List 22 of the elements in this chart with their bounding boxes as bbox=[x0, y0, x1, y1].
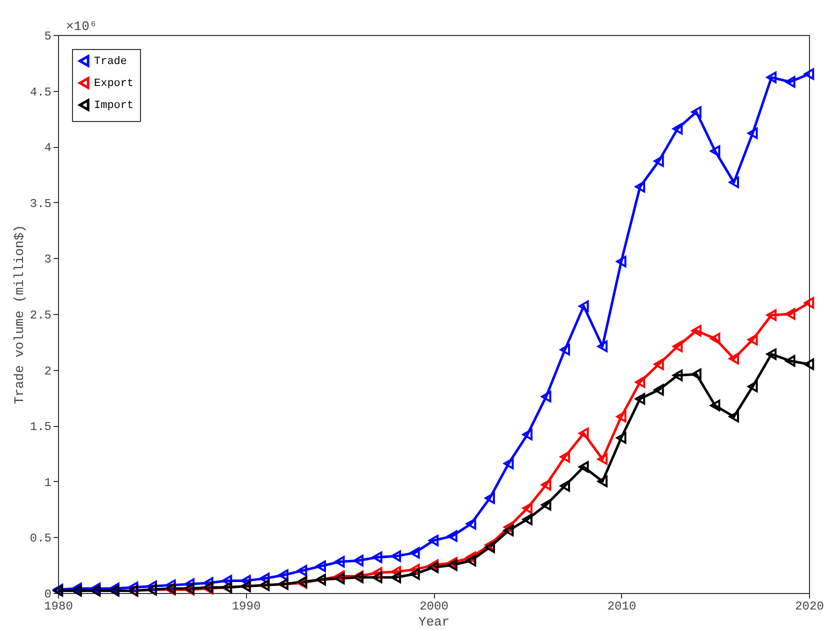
x-tick-label: 2020 bbox=[795, 600, 824, 614]
x-tick-label: 1990 bbox=[232, 600, 261, 614]
y-tick-label: 5 bbox=[44, 30, 52, 44]
x-tick-label: 1980 bbox=[44, 600, 73, 614]
y-tick-label: 4.5 bbox=[30, 85, 52, 100]
text: ×10⁶ bbox=[66, 19, 98, 34]
y-tick-label: 1.5 bbox=[30, 420, 52, 434]
x-tick-label: 2010 bbox=[607, 600, 636, 614]
legend-label: Trade bbox=[94, 56, 128, 68]
y-tick-label: 2 bbox=[44, 364, 52, 378]
legend-label: Export bbox=[94, 78, 134, 90]
y-tick-label: 1 bbox=[44, 476, 52, 490]
y-tick-label: 3.5 bbox=[30, 196, 52, 211]
x-tick-label: 2000 bbox=[420, 600, 448, 614]
y-tick-label: 0 bbox=[44, 588, 52, 602]
y-tick-label: 0.5 bbox=[30, 532, 52, 546]
y-axis-title: Trade volume (million$) bbox=[12, 224, 27, 404]
legend-label: Import bbox=[94, 100, 134, 112]
y-tick-label: 3 bbox=[44, 252, 52, 267]
y-tick-label: 2.5 bbox=[30, 308, 52, 322]
y-tick-label: 4 bbox=[44, 141, 52, 156]
x-axis-title: Year bbox=[418, 614, 450, 630]
